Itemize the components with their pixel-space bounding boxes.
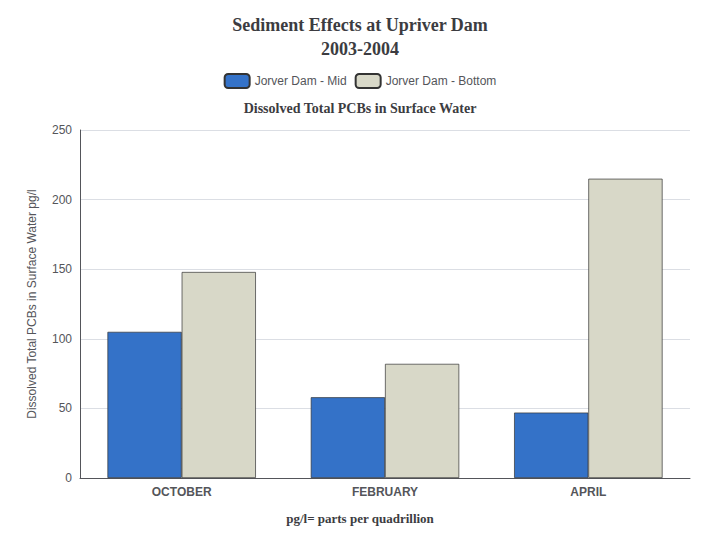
svg-text:50: 50	[59, 401, 73, 415]
svg-text:Sediment Effects at Upriver Da: Sediment Effects at Upriver Dam	[232, 15, 488, 35]
svg-text:Jorver Dam - Bottom: Jorver Dam - Bottom	[386, 74, 497, 88]
svg-text:200: 200	[52, 193, 72, 207]
svg-text:Jorver Dam - Mid: Jorver Dam - Mid	[255, 74, 347, 88]
svg-text:pg/l= parts per quadrillion: pg/l= parts per quadrillion	[286, 511, 434, 526]
svg-text:2003-2004: 2003-2004	[321, 39, 399, 59]
svg-text:150: 150	[52, 262, 72, 276]
svg-text:Dissolved Total PCBs in Surfac: Dissolved Total PCBs in Surface Water	[244, 101, 477, 116]
svg-text:250: 250	[52, 123, 72, 137]
svg-text:APRIL: APRIL	[570, 485, 606, 499]
svg-text:0: 0	[65, 471, 72, 485]
svg-text:Dissolved Total PCBs in Surfac: Dissolved Total PCBs in Surface Water pg…	[25, 189, 39, 418]
svg-text:OCTOBER: OCTOBER	[152, 485, 212, 499]
svg-text:100: 100	[52, 332, 72, 346]
svg-text:FEBRUARY: FEBRUARY	[352, 485, 418, 499]
